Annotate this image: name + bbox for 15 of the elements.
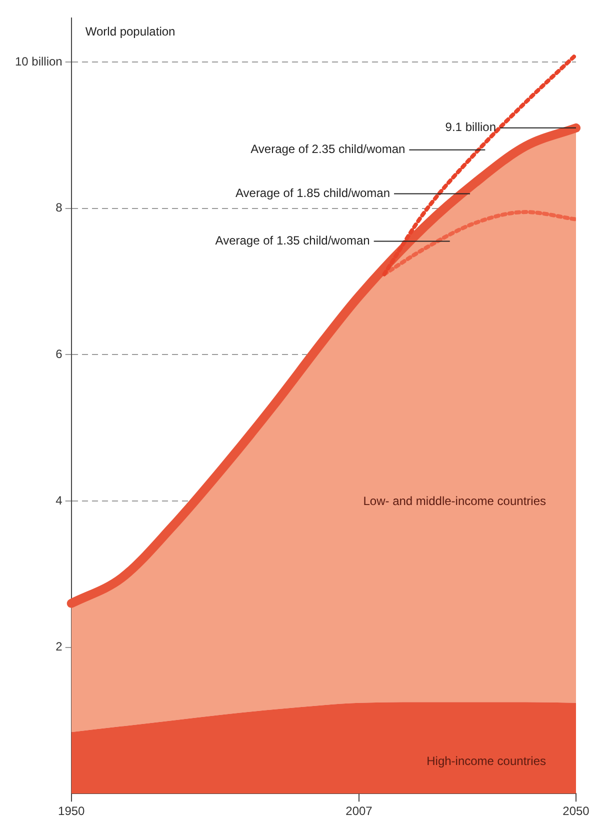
annotation: Average of 2.35 child/woman bbox=[250, 142, 406, 156]
x-tick-label: 2050 bbox=[562, 804, 590, 818]
y-axis-title: World population bbox=[85, 24, 176, 39]
y-tick-label: 4 bbox=[56, 493, 63, 508]
series-label: High-income countries bbox=[426, 754, 546, 768]
y-tick-label: 8 bbox=[56, 200, 63, 215]
x-tick-label: 2007 bbox=[346, 804, 373, 818]
annotation: 9.1 billion bbox=[445, 120, 496, 134]
x-tick-label: 1950 bbox=[58, 804, 86, 818]
y-tick-label: 2 bbox=[56, 640, 63, 654]
y-tick-label: 10 billion bbox=[14, 54, 62, 68]
y-tick-label: 6 bbox=[56, 347, 63, 362]
series-label: Low- and middle-income countries bbox=[363, 494, 546, 508]
annotation: Average of 1.35 child/woman bbox=[215, 234, 370, 248]
annotation: Average of 1.85 child/woman bbox=[235, 186, 390, 200]
